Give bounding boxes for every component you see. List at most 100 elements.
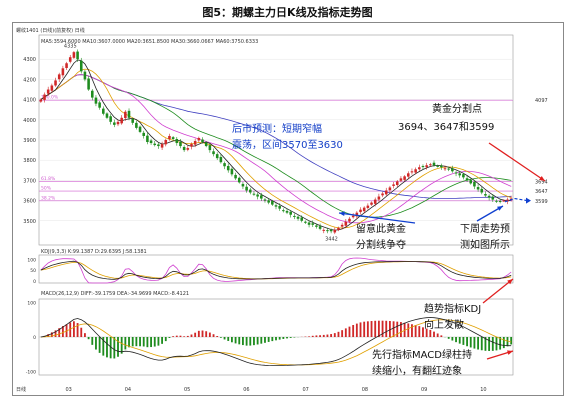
candle-body [61, 68, 65, 76]
candle-body [271, 201, 274, 205]
candle-body [278, 206, 281, 209]
month-label: 06 [243, 387, 249, 393]
high-label: 4335 [64, 43, 77, 49]
candle-body [333, 229, 337, 233]
candle-body [124, 111, 127, 119]
candle-body [113, 122, 116, 125]
candle-body [182, 146, 186, 151]
candle-body [98, 102, 101, 108]
candle-body [502, 200, 506, 202]
macd-annotation: 先行指标MACD绿柱持 续缩小，有翻红迹象 [372, 348, 472, 380]
candle-body [260, 195, 263, 199]
price-tick-label: 3500 [23, 219, 36, 225]
candle-body [509, 198, 513, 200]
candle-body [322, 229, 326, 231]
macd-tick-label: -100 [26, 370, 36, 376]
kdj-panel [38, 254, 514, 284]
candle-body [120, 117, 123, 124]
candle-body [223, 163, 226, 167]
candle-body [282, 210, 285, 212]
candle-body [421, 166, 425, 168]
month-label: 07 [302, 387, 308, 393]
candle-body [68, 57, 72, 62]
candle-body [186, 148, 190, 150]
price-tick-label: 4000 [23, 118, 36, 124]
candle-body [395, 181, 399, 186]
candle-body [157, 144, 160, 147]
figure-title: 图5：期螺主力日K线及指标走势图 [202, 6, 373, 19]
candle-body [454, 172, 458, 174]
kdj-tick-label: 0 [33, 279, 36, 285]
next-week-annotation: 下周走势预 测如图所示 [460, 222, 510, 254]
candle-body [311, 223, 315, 225]
ma10-line [40, 68, 512, 229]
candle-body [458, 173, 462, 176]
candle-body [168, 135, 171, 140]
candle-body [87, 78, 90, 90]
kdj-legend: KDJ(9,3,3) K:99.1387 D:29.6395 J:58.1381 [41, 249, 147, 255]
candle-body [366, 205, 370, 208]
candle-body [462, 174, 465, 178]
macd-line-2: 续缩小，有翻红迹象 [372, 366, 462, 377]
candle-body [43, 94, 46, 100]
level-right-label: 3647 [535, 189, 548, 195]
candle-body [160, 144, 164, 148]
candle-body [197, 137, 201, 141]
kdj-d-line [40, 261, 512, 280]
candle-body [329, 229, 333, 232]
resist-blue-arrow [338, 212, 416, 224]
macd-red-arrow-head [507, 350, 513, 355]
candle-body [436, 165, 439, 167]
candle-body [429, 164, 432, 166]
candle-body [315, 225, 318, 227]
next-week-blue-arrow-head [497, 206, 503, 211]
candle-body [252, 193, 256, 195]
candle-body [79, 60, 83, 72]
candle-body [105, 113, 109, 118]
candle-body [65, 63, 68, 69]
candle-body [146, 135, 149, 143]
month-label: 10 [480, 387, 486, 393]
candle-body [388, 187, 392, 191]
candle-body [215, 154, 219, 159]
ma20-line [40, 74, 512, 224]
fib-resist-line-1: 留意此黄金 [356, 224, 406, 235]
candle-body [425, 165, 428, 168]
kdj-line-2: 向上发散 [424, 320, 464, 331]
macd-legend: MACD(26,12,9) DIFF:-39.1759 DEA:-34.9699… [41, 291, 189, 297]
candle-body [410, 171, 414, 173]
candle-body [219, 156, 223, 163]
candle-body [131, 119, 134, 123]
candle-body [164, 140, 168, 145]
fib-levels: 3694、3647和3599 [398, 122, 495, 133]
forecast-line-1: 后市预测：短期窄幅 [232, 124, 322, 135]
candle-body [370, 202, 373, 205]
candle-body [149, 140, 153, 144]
month-label: 03 [65, 387, 71, 393]
candle-body [469, 180, 473, 184]
kdj-tick-label: 50 [30, 268, 36, 274]
candle-body [208, 145, 212, 151]
candle-body [138, 126, 142, 132]
chart-header-label: 螺纹1401 (日线)(前复权) 日线 [16, 27, 85, 34]
candle-body [241, 183, 245, 187]
candle-body [473, 181, 476, 187]
candle-body [377, 196, 381, 200]
fib-left-label: 100.0% [41, 95, 59, 101]
candle-body [39, 99, 43, 102]
candle-body [351, 215, 355, 218]
fib-red-arrow [488, 142, 546, 182]
candle-body [234, 174, 237, 179]
candle-body [90, 90, 94, 98]
level-right-label: 3599 [535, 199, 548, 205]
price-tick-label: 3800 [23, 158, 36, 164]
candle-body [226, 165, 230, 171]
candle-body [102, 108, 105, 114]
candle-body [399, 178, 403, 181]
candle-body [175, 138, 179, 144]
macd-dea-line [40, 319, 512, 366]
macd-line-1: 先行指标MACD绿柱持 [372, 350, 472, 361]
candle-body [142, 132, 146, 136]
candle-body [116, 121, 120, 125]
bottom-label: 日线 [16, 386, 26, 393]
